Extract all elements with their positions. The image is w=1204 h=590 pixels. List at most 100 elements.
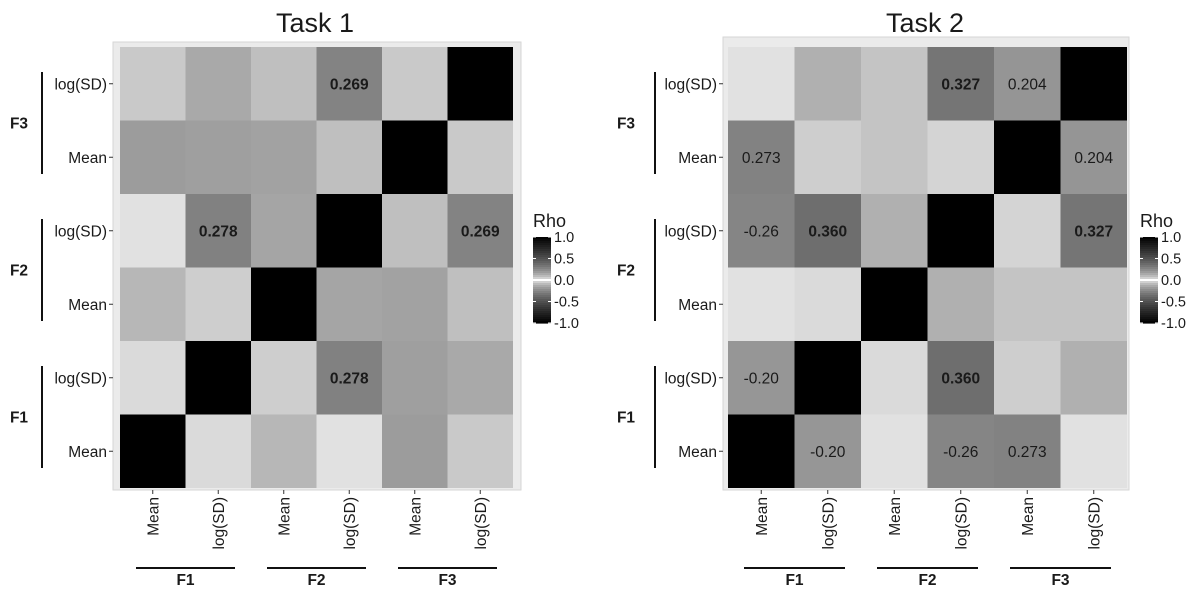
heatmap-cell <box>728 414 795 488</box>
heatmap-cell <box>728 267 795 341</box>
heatmap-cell <box>120 341 186 415</box>
heatmap-cell <box>120 120 186 194</box>
legend-gradient-step <box>1140 241 1158 244</box>
cell-value-label: 0.327 <box>1074 223 1113 240</box>
legend-gradient-step <box>1140 321 1158 324</box>
legend-gradient-step <box>1140 319 1158 322</box>
legend-gradient-step <box>533 299 551 302</box>
legend-gradient-step <box>1140 245 1158 248</box>
legend-gradient-step <box>1140 247 1158 250</box>
legend-gradient-step <box>533 277 551 280</box>
cell-value-label: -0.26 <box>943 444 978 461</box>
legend-gradient-step <box>533 249 551 252</box>
x-tick-label: log(SD) <box>473 497 490 550</box>
legend-gradient-step <box>533 315 551 318</box>
legend-gradient-step <box>1140 259 1158 262</box>
legend-gradient-step <box>1140 273 1158 276</box>
cell-value-label: 0.327 <box>941 76 980 93</box>
y-tick-label: log(SD) <box>664 223 717 240</box>
y-group-label: F1 <box>617 410 635 427</box>
legend-tick-label: -0.5 <box>554 295 579 311</box>
legend-title: Rho <box>1140 211 1173 231</box>
x-group-label: F1 <box>785 572 803 589</box>
legend-gradient-step <box>533 241 551 244</box>
legend-gradient-step <box>1140 307 1158 310</box>
legend-gradient-step <box>1140 253 1158 256</box>
y-tick-label: Mean <box>678 444 717 461</box>
legend-gradient-step <box>533 321 551 324</box>
heatmap-cell <box>382 120 448 194</box>
legend-gradient-step <box>533 289 551 292</box>
legend-gradient-step <box>1140 301 1158 304</box>
x-group-label: F2 <box>307 572 325 589</box>
legend-gradient-step <box>533 287 551 290</box>
heatmap-cell <box>251 47 317 121</box>
heatmap-cell <box>927 267 994 341</box>
cell-value-label: 0.278 <box>330 370 369 387</box>
heatmap-cell <box>794 267 861 341</box>
legend-gradient-step <box>533 247 551 250</box>
cell-value-label: -0.20 <box>744 370 780 387</box>
cell-value-label: 0.269 <box>461 223 500 240</box>
y-tick-label: log(SD) <box>54 76 107 93</box>
x-tick-label: Mean <box>276 497 293 536</box>
legend-gradient-step <box>1140 283 1158 286</box>
legend-gradient-step <box>533 271 551 274</box>
heatmap-cell <box>861 120 928 194</box>
heatmap-cell <box>1060 47 1127 121</box>
legend-gradient-step <box>1140 299 1158 302</box>
heatmap-cell <box>251 414 317 488</box>
legend-gradient-step <box>1140 263 1158 266</box>
x-tick-label: log(SD) <box>1086 497 1103 550</box>
heatmap-cell <box>120 47 186 121</box>
heatmap-cell <box>382 267 448 341</box>
legend-gradient-step <box>533 253 551 256</box>
legend-tick-label: -1.0 <box>1161 316 1186 332</box>
legend-gradient-step <box>533 285 551 288</box>
legend-gradient-step <box>533 243 551 246</box>
heatmap-cell <box>251 120 317 194</box>
legend-gradient-step <box>533 295 551 298</box>
legend-tick-label: 0.5 <box>554 252 574 268</box>
legend-tick-label: 0.0 <box>1161 273 1181 289</box>
x-tick-label: Mean <box>407 497 424 536</box>
legend-gradient-step <box>533 263 551 266</box>
heatmap-cell <box>382 47 448 121</box>
legend-gradient-step <box>533 305 551 308</box>
x-tick-label: Mean <box>887 497 904 536</box>
x-group-label: F2 <box>918 572 936 589</box>
legend-gradient-step <box>533 297 551 300</box>
legend-gradient-step <box>1140 305 1158 308</box>
x-group-label: F1 <box>176 572 194 589</box>
y-tick-label: Mean <box>68 150 107 167</box>
heatmap-cell <box>728 341 795 415</box>
legend-gradient-step <box>1140 237 1158 240</box>
chart-title: Task 1 <box>276 8 354 38</box>
heatmap-cell <box>994 47 1061 121</box>
legend-gradient-step <box>1140 315 1158 318</box>
heatmap-cell <box>1060 194 1127 268</box>
heatmap-cell <box>794 194 861 268</box>
heatmap-cell <box>316 414 382 488</box>
heatmap-cell <box>316 267 382 341</box>
legend-gradient-step <box>533 261 551 264</box>
cell-value-label: -0.20 <box>810 444 846 461</box>
y-group-label: F3 <box>10 116 28 133</box>
legend-gradient-step <box>533 269 551 272</box>
legend-gradient-step <box>533 273 551 276</box>
heatmap-cell <box>251 267 317 341</box>
legend-gradient-step <box>533 303 551 306</box>
heatmap-cell <box>185 194 251 268</box>
heatmap-cell <box>861 267 928 341</box>
y-tick-label: Mean <box>68 297 107 314</box>
legend-gradient-step <box>533 301 551 304</box>
heatmap-cell <box>120 194 186 268</box>
chart-title: Task 2 <box>886 8 964 38</box>
legend-gradient-step <box>533 239 551 242</box>
y-group-label: F2 <box>617 263 635 280</box>
legend-gradient-step <box>1140 291 1158 294</box>
heatmap-cell <box>927 341 994 415</box>
heatmap-cell <box>994 120 1061 194</box>
legend-gradient-step <box>533 267 551 270</box>
